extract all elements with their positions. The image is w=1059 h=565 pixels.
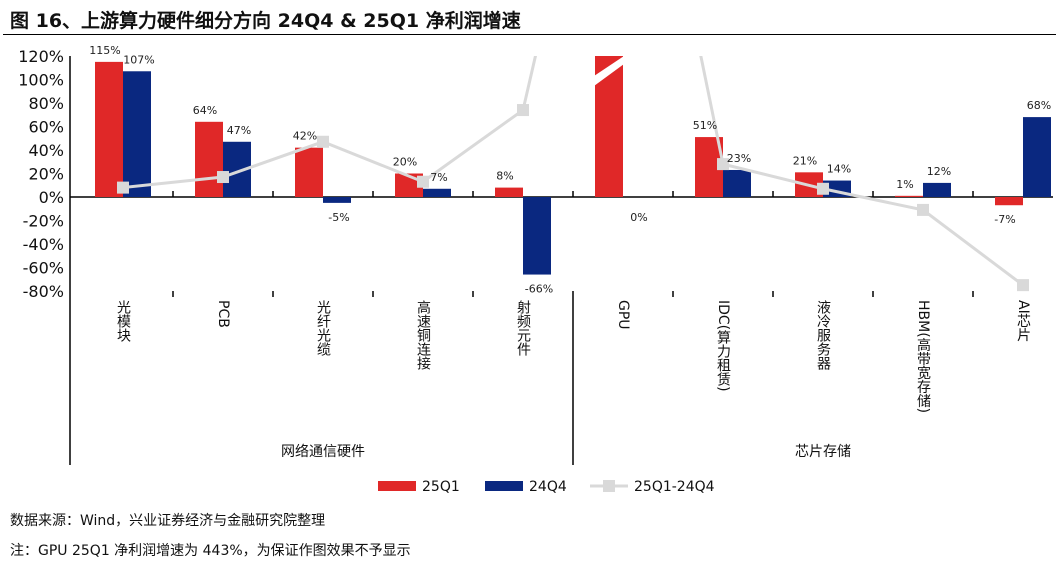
footnote: 注：GPU 25Q1 净利润增速为 443%，为保证作图效果不予显示 — [10, 543, 411, 559]
bar-24Q4 — [723, 169, 751, 197]
legend-swatch — [603, 480, 615, 492]
line-marker — [117, 181, 129, 194]
data-label: -7% — [994, 213, 1015, 226]
data-label: -66% — [525, 283, 553, 296]
data-label: 20% — [393, 156, 417, 169]
data-label: 51% — [693, 119, 717, 132]
category-label: 光模块 — [115, 300, 131, 342]
category-label: 射频元件 — [515, 300, 531, 356]
line-marker — [1017, 279, 1029, 292]
plot — [95, 56, 1051, 292]
category-label: HBM(高带宽存储) — [915, 300, 931, 413]
chart: 120% 100% 80% 60% 40% 20% 0% -20% -40% -60% -80% 11… — [18, 44, 1053, 495]
chart-title: 图 16、上游算力硬件细分方向 24Q4 & 25Q1 净利润增速 — [10, 10, 521, 32]
data-label: 23% — [727, 152, 751, 165]
y-tick-label: 20% — [28, 165, 64, 184]
y-tick-label: 40% — [28, 141, 64, 160]
data-label: 12% — [927, 165, 951, 178]
legend-label: 24Q4 — [529, 479, 567, 495]
bar-24Q4 — [423, 188, 451, 197]
y-tick-label: 100% — [18, 71, 64, 90]
data-label: 0% — [630, 211, 647, 224]
data-label: 64% — [193, 104, 217, 117]
y-tick-label: -60% — [23, 259, 64, 278]
legend-label: 25Q1-24Q4 — [634, 479, 715, 495]
bar-25Q1 — [295, 147, 323, 197]
line-marker — [817, 182, 829, 195]
data-label: 1% — [896, 178, 913, 191]
bar-24Q4 — [1023, 117, 1051, 197]
category-label: 高速铜连接 — [415, 299, 431, 371]
category-label: 液冷服务器 — [815, 300, 831, 370]
bar-25Q1 — [495, 187, 523, 197]
title-rule — [3, 34, 1056, 35]
data-label: 107% — [123, 53, 154, 66]
line-marker — [417, 175, 429, 188]
line-marker — [517, 104, 529, 117]
axis-break — [594, 56, 624, 86]
category-label: 光纤光缆 — [315, 300, 331, 357]
data-label: 68% — [1027, 99, 1051, 112]
y-tick-label: 0% — [39, 188, 64, 207]
bar-24Q4 — [123, 71, 151, 197]
bar-25Q1 — [995, 197, 1023, 206]
group-label: 网络通信硬件 — [281, 444, 365, 460]
line-marker — [217, 171, 229, 184]
source-note: 数据来源：Wind，兴业证券经济与金融研究院整理 — [10, 513, 326, 529]
category-label: PCB — [215, 300, 231, 328]
data-label: 14% — [827, 163, 851, 176]
y-tick-label: 80% — [28, 94, 64, 113]
data-label: 7% — [430, 171, 447, 184]
data-label: 21% — [793, 154, 817, 167]
bar-25Q1 — [195, 121, 223, 197]
legend-swatch — [378, 481, 416, 491]
line-marker — [917, 203, 929, 216]
category-label: IDC(算力租赁) — [715, 300, 731, 392]
line-marker — [317, 135, 329, 148]
line-25Q1-24Q4 — [122, 56, 1024, 287]
bar-25Q1 — [95, 61, 123, 197]
legend-label: 25Q1 — [422, 479, 460, 495]
data-label: -5% — [328, 211, 349, 224]
legend-swatch — [485, 481, 523, 491]
data-label: 42% — [293, 130, 317, 143]
category-label: AI芯片 — [1015, 300, 1031, 342]
line-marker — [717, 158, 729, 171]
y-tick-label: -20% — [23, 212, 64, 231]
data-label: 115% — [89, 44, 120, 57]
y-tick-label: -40% — [23, 235, 64, 254]
y-tick-label: -80% — [23, 282, 64, 301]
data-label: 47% — [227, 124, 251, 137]
data-label: 8% — [496, 170, 513, 183]
bar-25Q1 — [895, 195, 923, 197]
y-tick-label: 120% — [18, 47, 64, 66]
bar-24Q4 — [323, 197, 351, 203]
bar-24Q4 — [523, 197, 551, 275]
bar-24Q4 — [923, 182, 951, 197]
category-label: GPU — [615, 300, 631, 330]
group-label: 芯片存储 — [795, 444, 851, 460]
y-tick-label: 60% — [28, 118, 64, 137]
